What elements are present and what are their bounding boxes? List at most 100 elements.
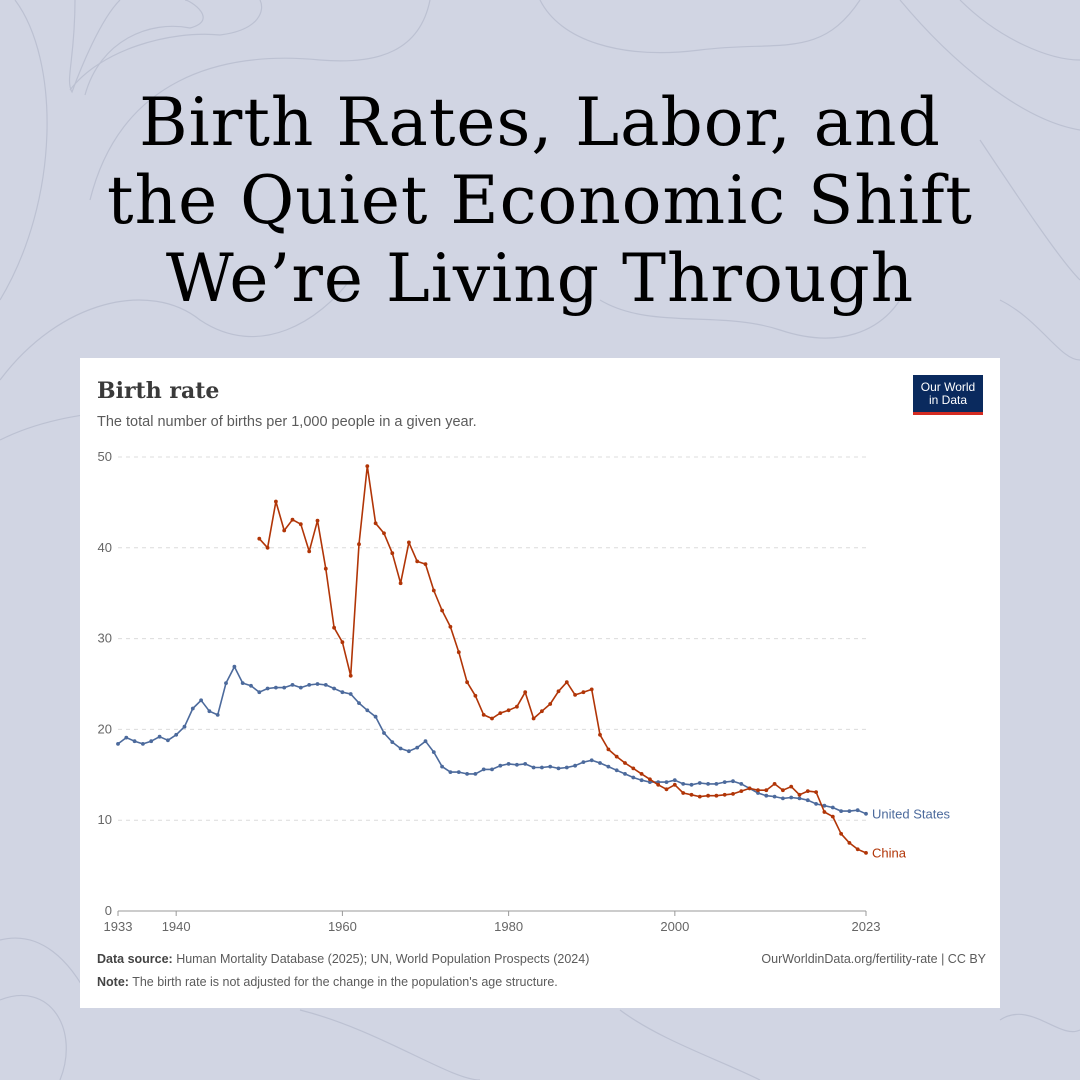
data-point[interactable] <box>365 464 370 468</box>
data-point[interactable] <box>440 764 444 769</box>
data-point[interactable] <box>581 760 586 764</box>
data-point[interactable] <box>282 528 287 533</box>
data-point[interactable] <box>290 683 295 687</box>
data-point[interactable] <box>697 781 702 785</box>
data-point[interactable] <box>855 808 860 813</box>
data-point[interactable] <box>814 790 818 794</box>
data-point[interactable] <box>523 690 528 695</box>
data-point[interactable] <box>274 499 278 504</box>
data-point[interactable] <box>764 788 769 793</box>
data-point[interactable] <box>830 805 835 810</box>
data-point[interactable] <box>781 788 785 793</box>
data-point[interactable] <box>182 724 187 729</box>
data-point[interactable] <box>323 683 328 687</box>
data-point[interactable] <box>473 772 478 776</box>
data-point[interactable] <box>722 780 727 784</box>
data-point[interactable] <box>465 772 469 776</box>
data-point[interactable] <box>431 588 436 593</box>
data-point[interactable] <box>756 788 760 793</box>
data-point[interactable] <box>789 795 794 800</box>
data-point[interactable] <box>390 740 395 744</box>
data-point[interactable] <box>265 686 270 691</box>
data-point[interactable] <box>207 709 212 714</box>
series-label[interactable]: United States <box>872 806 951 821</box>
data-point[interactable] <box>116 742 120 746</box>
data-point[interactable] <box>672 782 677 787</box>
data-point[interactable] <box>149 739 154 744</box>
data-point[interactable] <box>556 689 561 694</box>
data-point[interactable] <box>190 706 195 711</box>
data-point[interactable] <box>340 640 345 645</box>
data-point[interactable] <box>839 831 843 836</box>
data-point[interactable] <box>556 766 561 771</box>
data-point[interactable] <box>722 792 727 797</box>
data-point[interactable] <box>448 770 453 774</box>
data-point[interactable] <box>157 734 162 739</box>
data-point[interactable] <box>498 763 503 768</box>
data-point[interactable] <box>473 693 478 698</box>
data-point[interactable] <box>307 549 312 554</box>
data-point[interactable] <box>332 686 336 691</box>
data-point[interactable] <box>739 789 744 793</box>
data-point[interactable] <box>382 731 386 735</box>
source-link[interactable]: OurWorldinData.org/fertility-rate | CC B… <box>761 952 986 966</box>
data-point[interactable] <box>490 767 494 772</box>
data-point[interactable] <box>290 517 295 522</box>
data-point[interactable] <box>199 698 203 703</box>
data-point[interactable] <box>531 765 536 770</box>
data-point[interactable] <box>407 749 411 754</box>
data-point[interactable] <box>789 784 794 789</box>
data-point[interactable] <box>631 775 636 780</box>
data-point[interactable] <box>639 772 644 776</box>
data-point[interactable] <box>639 778 644 783</box>
data-point[interactable] <box>490 716 494 721</box>
data-point[interactable] <box>265 545 270 550</box>
data-point[interactable] <box>423 739 428 744</box>
data-point[interactable] <box>830 814 835 819</box>
data-point[interactable] <box>805 798 810 803</box>
data-point[interactable] <box>215 713 220 717</box>
data-point[interactable] <box>224 681 228 685</box>
data-point[interactable] <box>648 780 652 784</box>
data-point[interactable] <box>731 779 735 784</box>
data-point[interactable] <box>398 581 403 586</box>
data-point[interactable] <box>664 787 669 792</box>
data-point[interactable] <box>855 847 860 852</box>
data-point[interactable] <box>631 766 636 771</box>
data-point[interactable] <box>456 650 461 655</box>
data-point[interactable] <box>340 690 345 695</box>
data-point[interactable] <box>423 562 428 566</box>
data-point[interactable] <box>847 809 852 813</box>
data-point[interactable] <box>614 768 619 773</box>
data-point[interactable] <box>298 685 303 690</box>
data-point[interactable] <box>124 735 129 740</box>
data-point[interactable] <box>307 683 312 687</box>
data-point[interactable] <box>581 690 586 695</box>
data-point[interactable] <box>373 521 378 526</box>
data-point[interactable] <box>357 701 361 705</box>
data-point[interactable] <box>240 681 245 685</box>
data-point[interactable] <box>864 851 868 855</box>
data-point[interactable] <box>606 764 611 769</box>
data-point[interactable] <box>747 786 752 791</box>
data-point[interactable] <box>332 625 336 630</box>
data-point[interactable] <box>506 708 511 713</box>
series-label[interactable]: China <box>872 845 907 860</box>
data-point[interactable] <box>681 791 686 795</box>
data-point[interactable] <box>132 739 137 744</box>
data-point[interactable] <box>448 624 453 629</box>
data-point[interactable] <box>797 792 802 797</box>
data-point[interactable] <box>540 765 544 770</box>
data-point[interactable] <box>548 702 553 706</box>
data-point[interactable] <box>373 714 378 719</box>
data-point[interactable] <box>664 780 669 784</box>
data-point[interactable] <box>739 782 744 786</box>
data-point[interactable] <box>531 716 536 721</box>
data-point[interactable] <box>357 542 361 547</box>
data-point[interactable] <box>564 680 569 685</box>
data-point[interactable] <box>805 789 810 793</box>
data-point[interactable] <box>656 780 661 784</box>
data-point[interactable] <box>797 796 802 801</box>
data-point[interactable] <box>249 683 253 688</box>
data-point[interactable] <box>440 608 444 613</box>
